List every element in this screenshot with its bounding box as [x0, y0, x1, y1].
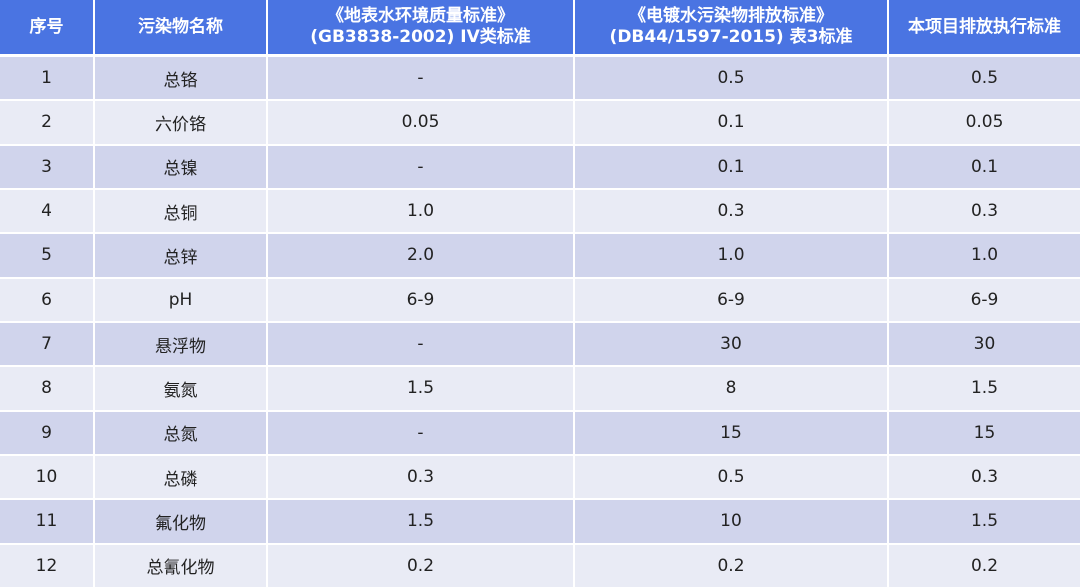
- cell-electroplating-value: 8: [575, 367, 889, 412]
- cell-pollutant-name: 六价铬: [95, 101, 268, 146]
- cell-serial-no: 12: [0, 544, 95, 587]
- cell-pollutant-name: 总锌: [95, 234, 268, 279]
- cell-project-value: 0.3: [889, 189, 1080, 235]
- header-pollutant-name: 污染物名称: [95, 0, 268, 57]
- cell-surface-water-value: 0.2: [268, 544, 575, 587]
- cell-serial-no: 11: [0, 500, 95, 545]
- cell-electroplating-value: 6-9: [575, 278, 889, 323]
- cell-serial-no: 2: [0, 101, 95, 146]
- header-electroplating-standard: 《电镀水污染物排放标准》 (DB44/1597-2015) 表3标准: [575, 0, 889, 57]
- header-serial-no: 序号: [0, 0, 95, 57]
- cell-surface-water-value: -: [268, 145, 575, 190]
- cell-electroplating-value: 0.2: [575, 544, 889, 587]
- table-row: 4 总铜 1.0 0.3 0.3: [0, 189, 1080, 235]
- cell-serial-no: 10: [0, 455, 95, 501]
- cell-surface-water-value: 1.0: [268, 189, 575, 235]
- cell-project-value: 15: [889, 411, 1080, 456]
- cell-electroplating-value: 30: [575, 322, 889, 368]
- cell-pollutant-name: 悬浮物: [95, 322, 268, 368]
- cell-serial-no: 3: [0, 145, 95, 190]
- header-surface-water-title: 《地表水环境质量标准》: [327, 6, 514, 26]
- header-project-standard: 本项目排放执行标准: [889, 0, 1080, 57]
- cell-project-value: 6-9: [889, 278, 1080, 323]
- cell-project-value: 0.3: [889, 455, 1080, 501]
- cell-electroplating-value: 10: [575, 500, 889, 545]
- table-row: 12 总氰化物 0.2 0.2 0.2: [0, 544, 1080, 587]
- cell-pollutant-name: 氟化物: [95, 500, 268, 545]
- cell-electroplating-value: 0.5: [575, 455, 889, 501]
- cell-project-value: 0.2: [889, 544, 1080, 587]
- table-row: 1 总铬 - 0.5 0.5: [0, 57, 1080, 102]
- cell-pollutant-name: 总氮: [95, 411, 268, 456]
- table-row: 10 总磷 0.3 0.5 0.3: [0, 455, 1080, 501]
- cell-project-value: 0.1: [889, 145, 1080, 190]
- cell-serial-no: 9: [0, 411, 95, 456]
- header-electroplating-code: (DB44/1597-2015) 表3标准: [609, 27, 853, 47]
- cell-pollutant-name: 总铬: [95, 57, 268, 102]
- cell-surface-water-value: 1.5: [268, 367, 575, 412]
- cell-pollutant-name: 总磷: [95, 455, 268, 501]
- table-row: 5 总锌 2.0 1.0 1.0: [0, 234, 1080, 279]
- cell-surface-water-value: 0.05: [268, 101, 575, 146]
- cell-surface-water-value: 6-9: [268, 278, 575, 323]
- table-row: 2 六价铬 0.05 0.1 0.05: [0, 101, 1080, 146]
- cell-serial-no: 7: [0, 322, 95, 368]
- table-row: 11 氟化物 1.5 10 1.5: [0, 500, 1080, 545]
- cell-surface-water-value: 2.0: [268, 234, 575, 279]
- cell-serial-no: 8: [0, 367, 95, 412]
- cell-serial-no: 6: [0, 278, 95, 323]
- cell-project-value: 0.5: [889, 57, 1080, 102]
- header-surface-water-code: (GB3838-2002) IV类标准: [310, 27, 531, 47]
- cell-surface-water-value: 1.5: [268, 500, 575, 545]
- cell-pollutant-name: 总氰化物: [95, 544, 268, 587]
- cell-pollutant-name: 总镍: [95, 145, 268, 190]
- cell-surface-water-value: -: [268, 57, 575, 102]
- cell-surface-water-value: -: [268, 411, 575, 456]
- cell-pollutant-name: pH: [95, 278, 268, 323]
- cell-electroplating-value: 0.5: [575, 57, 889, 102]
- cell-project-value: 1.0: [889, 234, 1080, 279]
- table-row: 6 pH 6-9 6-9 6-9: [0, 278, 1080, 323]
- cell-serial-no: 1: [0, 57, 95, 102]
- table-row: 8 氨氮 1.5 8 1.5: [0, 367, 1080, 412]
- cell-electroplating-value: 0.1: [575, 145, 889, 190]
- header-row: 序号 污染物名称 《地表水环境质量标准》 (GB3838-2002) IV类标准…: [0, 0, 1080, 57]
- cell-surface-water-value: -: [268, 322, 575, 368]
- cell-surface-water-value: 0.3: [268, 455, 575, 501]
- cell-project-value: 1.5: [889, 367, 1080, 412]
- cell-serial-no: 4: [0, 189, 95, 235]
- table-row: 7 悬浮物 - 30 30: [0, 322, 1080, 368]
- cell-serial-no: 5: [0, 234, 95, 279]
- cell-electroplating-value: 1.0: [575, 234, 889, 279]
- cell-electroplating-value: 0.1: [575, 101, 889, 146]
- cell-project-value: 30: [889, 322, 1080, 368]
- cell-electroplating-value: 15: [575, 411, 889, 456]
- cell-project-value: 0.05: [889, 101, 1080, 146]
- header-electroplating-title: 《电镀水污染物排放标准》: [629, 6, 833, 26]
- cell-pollutant-name: 氨氮: [95, 367, 268, 412]
- cell-project-value: 1.5: [889, 500, 1080, 545]
- cell-pollutant-name: 总铜: [95, 189, 268, 235]
- table-body: 1 总铬 - 0.5 0.5 2 六价铬 0.05 0.1 0.05 3 总镍 …: [0, 57, 1080, 587]
- table-row: 3 总镍 - 0.1 0.1: [0, 145, 1080, 190]
- cell-electroplating-value: 0.3: [575, 189, 889, 235]
- table-row: 9 总氮 - 15 15: [0, 411, 1080, 456]
- header-surface-water-standard: 《地表水环境质量标准》 (GB3838-2002) IV类标准: [268, 0, 575, 57]
